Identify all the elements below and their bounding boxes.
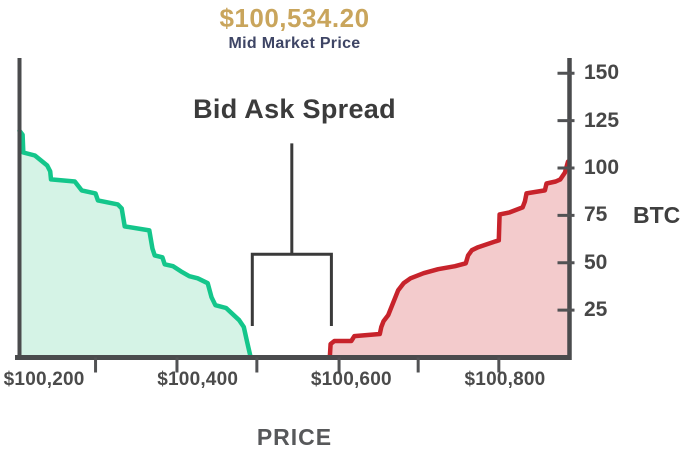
y-tick-label: 125 [584, 108, 620, 132]
chart-title: Bid Ask Spread [193, 94, 396, 124]
x-tick-label: $100,200 [3, 369, 85, 390]
y-tick-label: 25 [584, 298, 608, 322]
bids-line [17, 128, 253, 360]
spread-bracket [250, 252, 333, 326]
y-tick-label: 100 [584, 156, 620, 179]
y-tick-label: 75 [584, 203, 608, 227]
y-axis-title: BTC [633, 202, 681, 228]
asks-line [327, 159, 571, 360]
bids-area [19, 130, 251, 358]
x-axis-title: PRICE [256, 424, 333, 450]
y-tick-label: 150 [584, 61, 620, 85]
mid-market-price-label: Mid Market Price [228, 35, 361, 52]
x-tick-label: $100,800 [464, 369, 546, 390]
x-tick-label: $100,600 [310, 369, 392, 390]
mid-market-price: $100,534.20 [219, 3, 370, 33]
asks-area [329, 161, 568, 358]
x-tick-label: $100,400 [157, 369, 239, 390]
y-tick-label: 50 [584, 250, 608, 274]
